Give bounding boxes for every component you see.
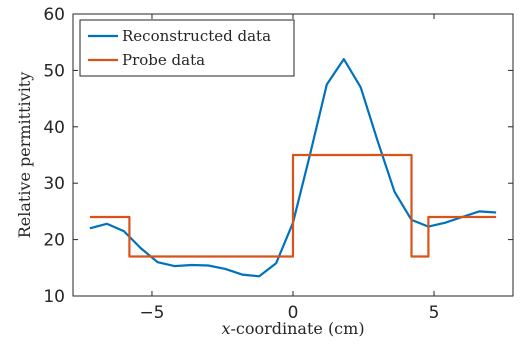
y-tick-label: 50 (43, 61, 65, 81)
y-tick-label: 20 (43, 231, 65, 251)
x-tick-label: 5 (429, 303, 440, 323)
legend: Reconstructed data Probe data (79, 19, 295, 77)
x-tick-label: −5 (139, 303, 164, 323)
y-tick-label: 10 (43, 287, 65, 307)
legend-label: Reconstructed data (122, 27, 271, 45)
legend-box (79, 19, 295, 77)
y-tick-label: 40 (43, 118, 65, 138)
y-axis-title: Relative permittivity (15, 72, 34, 239)
series-layer (89, 57, 497, 278)
x-axis-title-variable: x (221, 319, 230, 338)
x-axis-title: x-coordinate (cm) (221, 319, 364, 338)
x-tick-label: 0 (288, 303, 299, 323)
ticks-layer: −5 0 5 10 20 30 40 50 60 (43, 5, 513, 323)
y-tick-label: 60 (43, 5, 65, 25)
y-tick-label: 30 (43, 174, 65, 194)
series-line-probe (89, 153, 497, 258)
x-axis-title-rest: -coordinate (cm) (230, 319, 364, 338)
legend-label: Probe data (122, 51, 205, 69)
